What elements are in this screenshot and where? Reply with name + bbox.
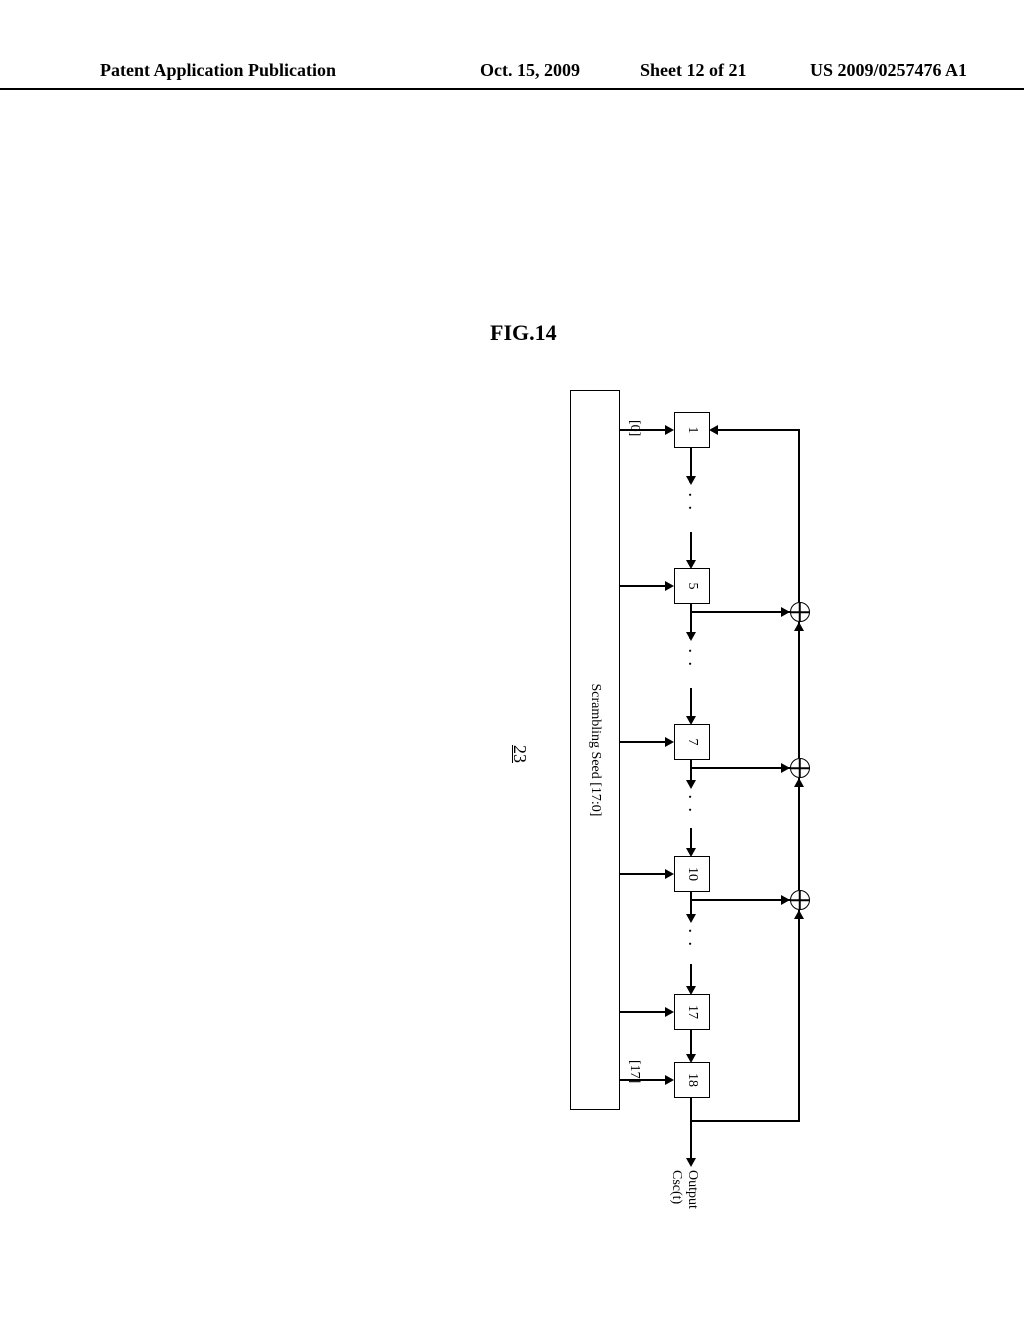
xor-node-10 — [790, 890, 810, 910]
register-7: 7 — [674, 724, 710, 760]
page-header: Patent Application Publication Oct. 15, … — [0, 60, 1024, 90]
xor-node-5 — [790, 602, 810, 622]
register-10: 10 — [674, 856, 710, 892]
diagram-container: Scrambling Seed [17:0] [0] [17] 1 . . . … — [0, 350, 1024, 1050]
register-18: 18 — [674, 1062, 710, 1098]
seed-box-label: Scrambling Seed [17:0] — [587, 684, 603, 817]
register-5: 5 — [674, 568, 710, 604]
seed-box: Scrambling Seed [17:0] — [570, 390, 620, 1110]
sheet-number: Sheet 12 of 21 — [640, 60, 747, 81]
output-label: Output Csc(t) — [668, 1170, 700, 1209]
publication-number: US 2009/0257476 A1 — [810, 60, 967, 81]
lfsr-diagram: Scrambling Seed [17:0] [0] [17] 1 . . . … — [360, 350, 1024, 1050]
publication-type: Patent Application Publication — [100, 60, 336, 81]
publication-date: Oct. 15, 2009 — [480, 60, 580, 81]
register-17: 17 — [674, 994, 710, 1030]
patent-page: Patent Application Publication Oct. 15, … — [0, 0, 1024, 1320]
register-1: 1 — [674, 412, 710, 448]
xor-node-7 — [790, 758, 810, 778]
reference-number: 23 — [509, 745, 530, 763]
figure-label: FIG.14 — [490, 320, 557, 346]
